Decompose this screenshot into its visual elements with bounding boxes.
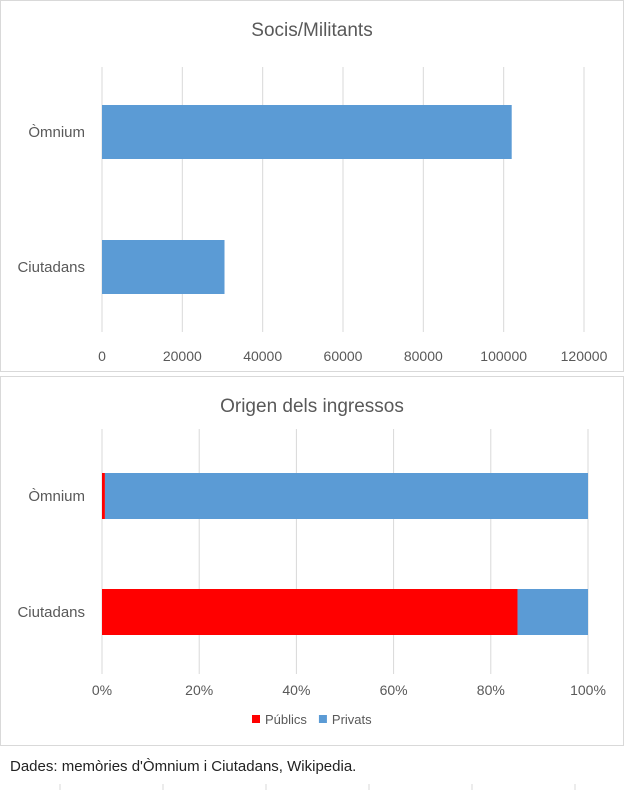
legend-swatch-privats	[318, 715, 327, 723]
x-tick-label: 60%	[380, 682, 408, 698]
x-tick-label: 100%	[570, 682, 606, 698]
footer-source: Dades: memòries d'Òmnium i Ciutadans, Wi…	[10, 758, 357, 775]
bar-omnium	[102, 105, 512, 159]
chart-socis-militants-svg: Socis/Militants 0 20000 40000 60000 80000 1000…	[17, 20, 608, 364]
category-label: Òmnium	[28, 488, 85, 505]
x-tick-label: 100000	[480, 348, 527, 364]
category-label: Òmnium	[28, 124, 85, 141]
x-tick-label: 80%	[477, 682, 505, 698]
x-tick-label: 0%	[92, 682, 112, 698]
legend-swatch-publics	[252, 715, 260, 723]
legend-label-privats: Privats	[332, 712, 372, 727]
chart-socis-militants: Socis/Militants 0 20000 40000 60000 80000 1000…	[0, 0, 624, 372]
x-tick-label: 0	[98, 348, 106, 364]
chart-origen-ingressos: Origen dels ingressos 0% 20% 40% 60% 80% 100% Ò…	[0, 376, 624, 746]
chart-title: Socis/Militants	[251, 20, 372, 41]
category-label: Ciutadans	[17, 604, 85, 621]
x-tick-label: 20%	[185, 682, 213, 698]
chart-title: Origen dels ingressos	[220, 396, 404, 417]
bar-ciutadans-publics	[102, 589, 518, 635]
x-tick-label: 40000	[243, 348, 282, 364]
legend-label-publics: Públics	[265, 712, 307, 727]
x-tick-label: 60000	[324, 348, 363, 364]
footer-gridlines	[59, 784, 576, 790]
x-tick-label: 120000	[561, 348, 608, 364]
bar-omnium-publics	[102, 473, 105, 519]
x-tick-label: 20000	[163, 348, 202, 364]
category-label: Ciutadans	[17, 259, 85, 276]
bar-ciutadans-privats	[517, 589, 588, 635]
x-tick-label: 40%	[282, 682, 310, 698]
bar-omnium-privats	[104, 473, 588, 519]
chart-origen-ingressos-svg: Origen dels ingressos 0% 20% 40% 60% 80% 100% Ò…	[17, 396, 606, 727]
x-tick-label: 80000	[404, 348, 443, 364]
bar-ciutadans	[102, 240, 225, 294]
